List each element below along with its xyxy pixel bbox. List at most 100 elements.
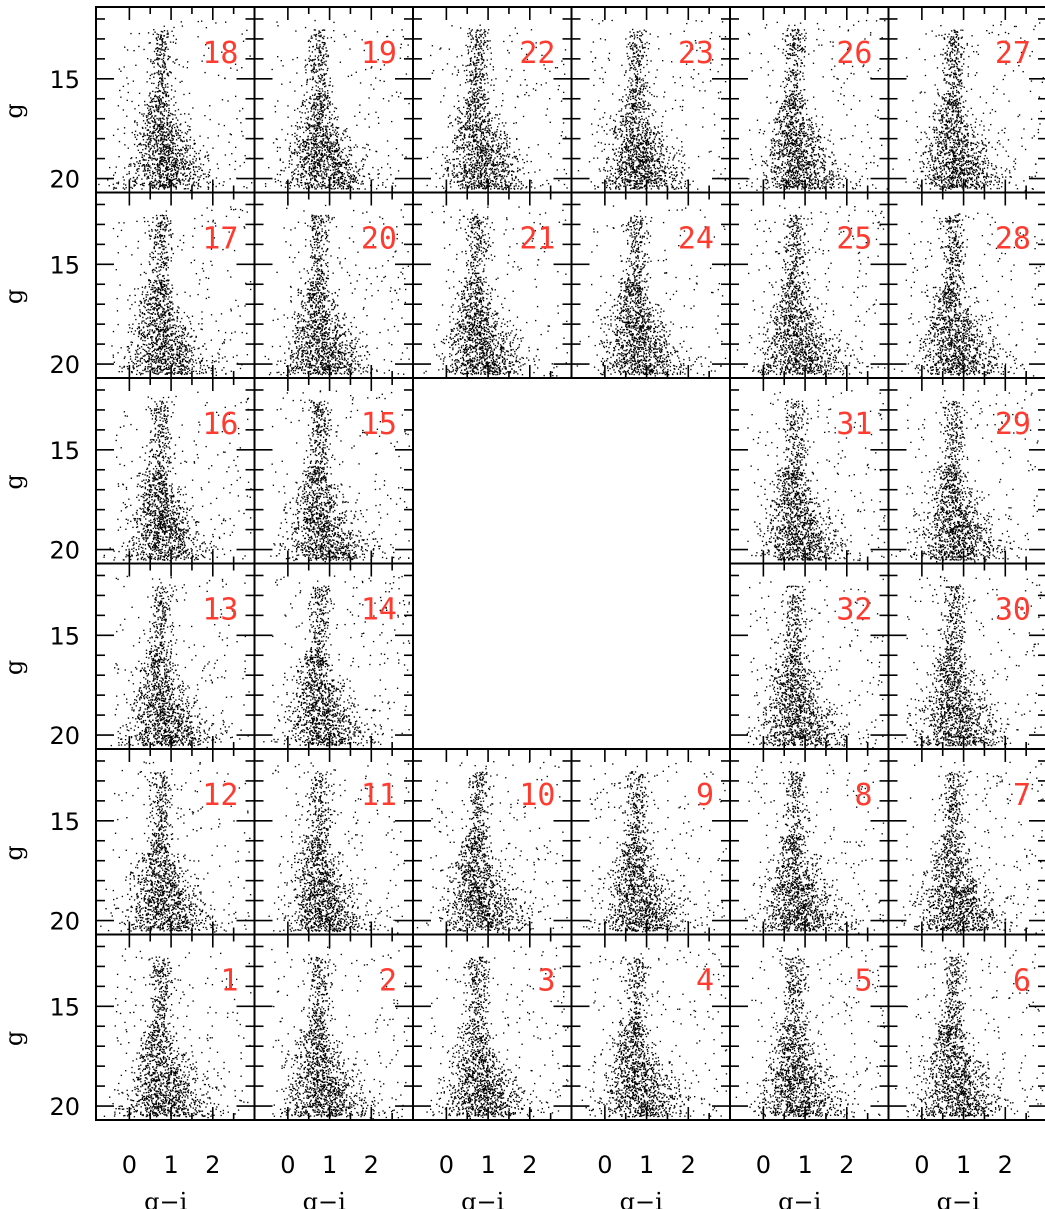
data-point [168, 161, 169, 162]
data-point [164, 92, 165, 93]
data-point [123, 183, 124, 184]
data-point [158, 131, 159, 132]
data-point [160, 158, 161, 159]
data-point [148, 178, 149, 179]
data-point [127, 100, 128, 101]
data-point [181, 162, 182, 163]
data-point [123, 109, 124, 110]
data-point [172, 164, 173, 165]
data-point [406, 73, 407, 74]
data-point [167, 157, 168, 158]
data-point [407, 56, 408, 57]
data-point [153, 66, 154, 67]
data-point [138, 46, 139, 47]
data-point [178, 169, 179, 170]
data-point [183, 162, 184, 163]
data-point [162, 65, 163, 66]
data-point [163, 119, 164, 120]
data-point [172, 169, 173, 170]
data-point [154, 63, 155, 64]
data-point [153, 155, 154, 156]
data-point [159, 180, 160, 181]
data-point [155, 178, 156, 179]
data-point [189, 155, 190, 156]
data-point [177, 132, 178, 133]
data-point [150, 123, 151, 124]
data-point [158, 111, 159, 112]
data-point [157, 171, 158, 172]
data-point [151, 185, 152, 186]
data-point [246, 187, 247, 188]
data-point [195, 174, 196, 175]
data-point [326, 173, 327, 174]
data-point [163, 58, 164, 59]
data-point [174, 167, 175, 168]
data-point [169, 56, 170, 57]
data-point [225, 22, 226, 23]
data-point [170, 141, 171, 142]
data-point [175, 186, 176, 187]
data-point [141, 184, 142, 185]
data-point [154, 96, 155, 97]
data-point [239, 110, 240, 111]
data-point [176, 188, 177, 189]
data-point [154, 111, 155, 112]
data-point [164, 55, 165, 56]
data-point [187, 131, 188, 132]
data-point [150, 167, 151, 168]
data-point [176, 135, 177, 136]
data-point [166, 163, 167, 164]
data-point [164, 136, 165, 137]
data-point [155, 167, 156, 168]
data-point [157, 63, 158, 64]
data-point [345, 36, 346, 37]
data-point [118, 105, 119, 106]
data-point [150, 181, 151, 182]
data-point [175, 110, 176, 111]
data-point [160, 134, 161, 135]
data-point [162, 92, 163, 93]
data-point [169, 164, 170, 165]
data-point [159, 97, 160, 98]
data-point [142, 154, 143, 155]
data-point [152, 178, 153, 179]
data-point [319, 186, 320, 187]
data-point [170, 173, 171, 174]
data-point [162, 80, 163, 81]
data-point [178, 138, 179, 139]
data-point [163, 160, 164, 161]
data-point [167, 125, 168, 126]
data-point [155, 152, 156, 153]
data-point [120, 97, 121, 98]
data-point [167, 92, 168, 93]
data-point [148, 160, 149, 161]
data-point [167, 59, 168, 60]
data-point [177, 153, 178, 154]
data-point [139, 143, 140, 144]
data-point [234, 169, 235, 170]
data-point [201, 21, 202, 22]
data-point [153, 172, 154, 173]
data-point [155, 180, 156, 181]
data-point [158, 82, 159, 83]
data-point [148, 146, 149, 147]
data-point [162, 124, 163, 125]
data-point [181, 150, 182, 151]
data-point [162, 118, 163, 119]
data-point [333, 163, 334, 164]
data-point [150, 109, 151, 110]
data-point [144, 166, 145, 167]
data-point [168, 56, 169, 57]
data-point [177, 145, 178, 146]
data-point [163, 181, 164, 182]
data-point [178, 109, 179, 110]
data-point [148, 32, 149, 33]
data-point [154, 185, 155, 186]
data-point [172, 183, 173, 184]
data-point [168, 100, 169, 101]
data-point [155, 106, 156, 107]
data-point [230, 178, 231, 179]
data-point [158, 188, 159, 189]
data-point [150, 97, 151, 98]
data-point [161, 160, 162, 161]
